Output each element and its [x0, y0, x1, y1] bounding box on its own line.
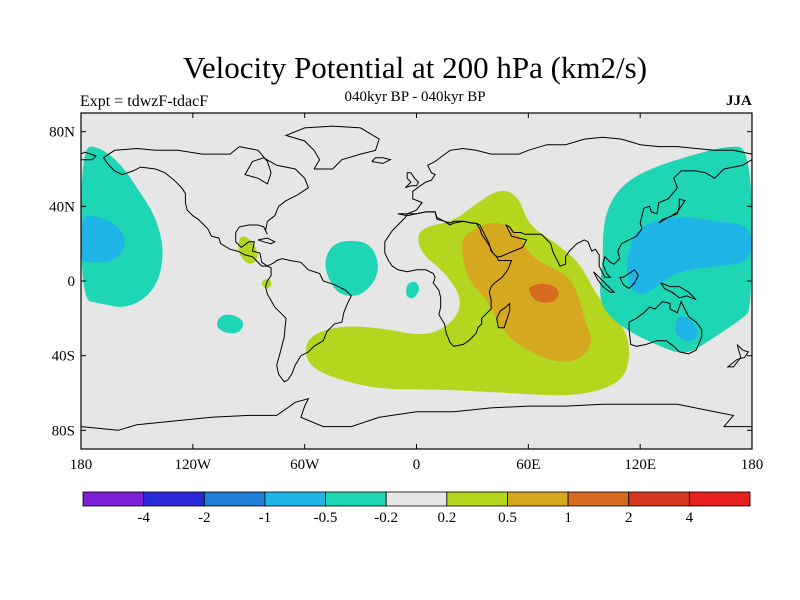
y-axis: 80N 40N 0 40S 80S: [49, 125, 752, 439]
coastline: [593, 271, 616, 293]
coastline: [81, 397, 752, 431]
coastline: [81, 151, 97, 161]
x-tick-label: 120W: [174, 457, 212, 473]
colorbar-swatch: [567, 491, 630, 507]
x-tick-label: 0: [413, 457, 421, 473]
x-tick-label: 60W: [290, 457, 320, 473]
colorbar-swatch: [688, 491, 751, 507]
y-tick-label: 80S: [52, 423, 75, 439]
coastline: [404, 172, 420, 189]
contour-region: [81, 215, 125, 263]
y-tick-label: 40N: [49, 199, 75, 215]
colorbar-swatch: [628, 491, 690, 507]
contour-region: [406, 281, 419, 299]
coastline: [284, 125, 380, 170]
coastline: [660, 282, 697, 301]
coastline: [371, 157, 392, 164]
coastline: [496, 302, 511, 329]
x-tick-label: 120E: [624, 457, 656, 473]
contour-region: [81, 146, 163, 307]
colorbar-swatch: [385, 491, 448, 507]
coastline: [397, 136, 752, 278]
colorbar-label: 0.2: [437, 510, 456, 526]
x-tick-label: 180: [70, 457, 93, 473]
chart-title: Velocity Potential at 200 hPa (km2/s): [182, 50, 648, 85]
contour-region: [529, 283, 559, 303]
contour-region: [675, 316, 698, 341]
colorbar-label: -0.2: [374, 510, 398, 526]
colorbar-swatch: [82, 491, 145, 507]
colorbar-swatch: [203, 491, 266, 507]
coastline: [384, 211, 513, 347]
colorbar-label: 1: [564, 510, 572, 526]
season-label: JJA: [726, 93, 752, 109]
contour-fill-layer: [81, 146, 752, 396]
colorbar-label: 2: [625, 510, 633, 526]
coastline-layer: [81, 125, 752, 431]
colorbar-swatch: [507, 491, 569, 507]
contour-region: [325, 240, 378, 296]
coastline: [257, 237, 276, 245]
chart-subtitle: 040kyr BP - 040kyr BP: [344, 89, 486, 105]
experiment-label: Expt = tdwzF-tdacF: [80, 93, 209, 110]
colorbar-label: 0.5: [498, 510, 517, 526]
contour-region: [626, 217, 752, 295]
coastline: [628, 300, 703, 355]
colorbar-label: -4: [137, 510, 150, 526]
colorbar-label: 4: [686, 510, 694, 526]
coastline: [658, 198, 686, 224]
colorbar-label: -2: [198, 510, 211, 526]
colorbar-swatch: [264, 491, 326, 507]
coastline: [619, 269, 639, 290]
coastline: [102, 146, 352, 383]
contour-region: [216, 314, 244, 334]
x-axis: 180 120W 60W 0 60E 120E 180: [70, 113, 764, 473]
x-tick-label: 180: [741, 457, 764, 473]
y-tick-label: 80N: [49, 125, 75, 141]
colorbar-swatch: [325, 491, 387, 507]
contour-region: [461, 222, 591, 362]
colorbar: -4 -2 -1 -0.5 -0.2 0.2 0.5 1 2 4: [82, 491, 751, 526]
y-tick-label: 40S: [52, 349, 75, 365]
coastline: [726, 344, 750, 368]
colorbar-swatch: [446, 491, 508, 507]
colorbar-label: -0.5: [314, 510, 338, 526]
colorbar-label: -1: [259, 510, 272, 526]
colorbar-swatch: [143, 491, 205, 507]
y-tick-label: 0: [68, 274, 76, 290]
x-tick-label: 60E: [516, 457, 540, 473]
